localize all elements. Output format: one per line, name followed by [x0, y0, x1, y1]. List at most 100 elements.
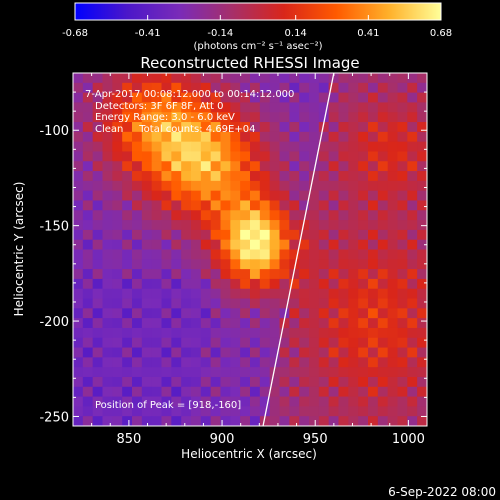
- heatmap-cell: [368, 416, 379, 426]
- heatmap-cell: [338, 102, 349, 113]
- heatmap-cell: [141, 406, 153, 417]
- heatmap-cell: [82, 112, 94, 123]
- heatmap-cell: [240, 122, 251, 133]
- heatmap-cell: [328, 327, 340, 339]
- heatmap-cell: [161, 151, 172, 162]
- heatmap-cell: [328, 367, 340, 378]
- heatmap-cell: [220, 259, 231, 270]
- heatmap-cell: [377, 396, 389, 407]
- heatmap-cell: [279, 180, 290, 192]
- heatmap-cell: [377, 416, 389, 426]
- heatmap-cell: [348, 210, 359, 221]
- heatmap-cell: [141, 141, 153, 153]
- heatmap-cell: [309, 122, 320, 133]
- heatmap-cell: [279, 200, 290, 211]
- heatmap-cell: [259, 298, 271, 309]
- heatmap-cell: [141, 161, 153, 172]
- heatmap-cell: [318, 141, 330, 153]
- heatmap-cell: [82, 278, 94, 290]
- heatmap-cell: [338, 131, 349, 143]
- heatmap-cell: [92, 337, 104, 349]
- heatmap-cell: [181, 278, 192, 290]
- heatmap-cell: [417, 151, 427, 162]
- heatmap-cell: [73, 229, 84, 241]
- heatmap-cell: [377, 357, 389, 368]
- heatmap-cell: [407, 210, 418, 221]
- heatmap-cell: [377, 239, 389, 251]
- heatmap-cell: [210, 220, 222, 231]
- heatmap-cell: [92, 82, 104, 94]
- heatmap-cell: [122, 239, 133, 251]
- heatmap-cell: [259, 367, 271, 378]
- heatmap-cell: [377, 308, 389, 319]
- heatmap-cell: [250, 171, 261, 182]
- heatmap-cell: [387, 337, 399, 349]
- heatmap-cell: [387, 131, 399, 143]
- heatmap-cell: [328, 122, 340, 133]
- heatmap-cell: [220, 318, 231, 329]
- heatmap-cell: [220, 210, 231, 221]
- x-tick-label: 950: [303, 432, 328, 447]
- heatmap-cell: [122, 376, 133, 388]
- heatmap-cell: [171, 102, 182, 113]
- heatmap-cell: [200, 259, 212, 270]
- heatmap-cell: [338, 357, 349, 368]
- heatmap-cell: [210, 327, 222, 339]
- heatmap-cell: [200, 229, 212, 241]
- heatmap-cell: [289, 161, 300, 172]
- heatmap-cell: [387, 200, 399, 211]
- heatmap-cell: [122, 327, 133, 339]
- heatmap-cell: [230, 367, 241, 378]
- heatmap-cell: [250, 367, 261, 378]
- heatmap-cell: [299, 73, 310, 84]
- heatmap-cell: [269, 151, 281, 162]
- heatmap-cell: [73, 327, 84, 339]
- heatmap-cell: [141, 73, 153, 84]
- heatmap-cell: [250, 161, 261, 172]
- heatmap-cell: [407, 220, 418, 231]
- heatmap-cell: [318, 180, 330, 192]
- heatmap-cell: [407, 249, 418, 260]
- heatmap-cell: [210, 249, 222, 260]
- heatmap-cell: [348, 376, 359, 388]
- heatmap-cell: [358, 161, 369, 172]
- heatmap-cell: [132, 318, 143, 329]
- heatmap-cell: [279, 396, 290, 407]
- heatmap-cell: [200, 102, 212, 113]
- heatmap-cell: [318, 151, 330, 162]
- heatmap-cell: [200, 337, 212, 349]
- heatmap-cell: [73, 180, 84, 192]
- heatmap-cell: [338, 367, 349, 378]
- heatmap-cell: [279, 298, 290, 309]
- heatmap-cell: [132, 347, 143, 358]
- heatmap-cell: [92, 327, 104, 339]
- heatmap-cell: [269, 122, 281, 133]
- heatmap-cell: [161, 406, 172, 417]
- heatmap-cell: [92, 288, 104, 300]
- heatmap-cell: [73, 82, 84, 94]
- heatmap-cell: [122, 318, 133, 329]
- heatmap-cell: [220, 190, 231, 202]
- heatmap-cell: [141, 318, 153, 329]
- heatmap-cell: [141, 102, 153, 113]
- heatmap-cell: [161, 112, 172, 123]
- heatmap-cell: [417, 357, 427, 368]
- heatmap-cell: [269, 337, 281, 349]
- heatmap-cell: [240, 92, 251, 104]
- heatmap-cell: [171, 406, 182, 417]
- heatmap-cell: [407, 82, 418, 94]
- heatmap-cell: [82, 210, 94, 221]
- heatmap-cell: [240, 180, 251, 192]
- heatmap-cell: [407, 141, 418, 153]
- heatmap-cell: [318, 396, 330, 407]
- heatmap-cell: [220, 220, 231, 231]
- heatmap-cell: [171, 278, 182, 290]
- heatmap-cell: [112, 357, 123, 368]
- heatmap-cell: [299, 308, 310, 319]
- heatmap-cell: [112, 220, 123, 231]
- heatmap-cell: [377, 190, 389, 202]
- heatmap-cell: [112, 180, 123, 192]
- heatmap-cell: [279, 278, 290, 290]
- colorbar-ticks: -0.68 -0.41 -0.14 0.14 0.41 0.68: [62, 15, 452, 39]
- heatmap-cell: [210, 171, 222, 182]
